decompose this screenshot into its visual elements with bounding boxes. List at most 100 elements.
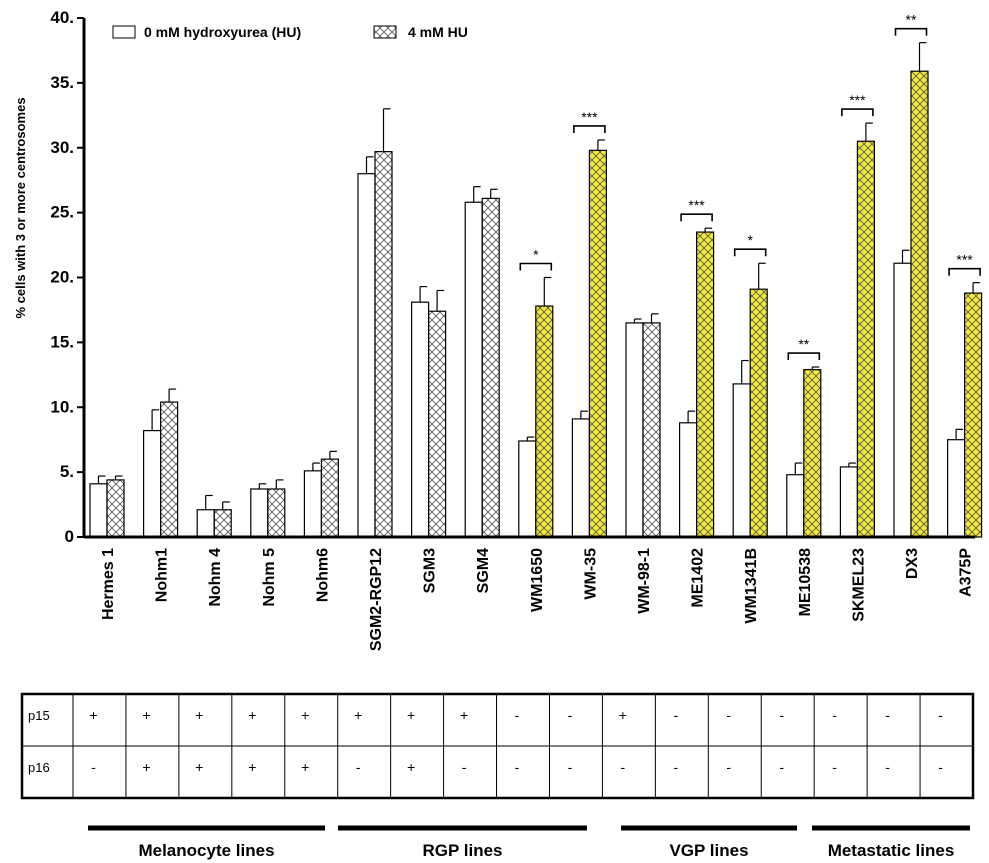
group-label: RGP lines <box>423 841 503 860</box>
group-labels: Melanocyte lines RGP lines VGP lines Metast… <box>88 825 970 860</box>
table-cell: + <box>301 759 309 775</box>
table-cell: - <box>885 707 890 723</box>
table-cell: + <box>89 707 97 723</box>
category-label: WM-35 <box>582 548 599 600</box>
category-label: WM1650 <box>529 548 546 612</box>
legend-swatch-4mm <box>373 25 397 39</box>
y-tick-label: 30. <box>50 138 74 157</box>
marker-table: p15 + + + + + + + + - - + - - - - - - p16 - + + + + - + - - - - - - - - - - <box>20 692 975 800</box>
bar-0mm-hu <box>89 483 108 538</box>
significance-stars: * <box>533 247 539 263</box>
bar-4mm-hu <box>910 70 929 538</box>
y-tick-label: 20. <box>50 268 74 287</box>
bar-4mm-hu <box>803 369 822 538</box>
significance-bracket <box>680 213 713 222</box>
bar-4mm-hu <box>320 458 339 538</box>
y-tick-label: 0 <box>65 527 74 546</box>
bar-4mm-hu <box>428 310 447 538</box>
table-cell: - <box>938 707 943 723</box>
category-label: Nohm 4 <box>207 548 224 607</box>
significance-bracket <box>573 125 606 133</box>
table-cell: - <box>938 759 943 775</box>
bar-4mm-hu <box>642 322 661 538</box>
table-cell: + <box>195 759 203 775</box>
bar-0mm-hu <box>786 474 805 538</box>
table-row-label: p15 <box>28 708 50 723</box>
table-cell: - <box>832 707 837 723</box>
category-label: Hermes 1 <box>100 548 117 620</box>
significance-bracket <box>948 267 981 276</box>
bar-0mm-hu <box>678 422 698 538</box>
category-label: ME10538 <box>797 548 814 617</box>
group-label: Metastatic lines <box>828 841 955 860</box>
table-cell: + <box>142 759 150 775</box>
category-label: WM-98-1 <box>636 548 653 614</box>
bar-4mm-hu <box>267 488 286 538</box>
bar-4mm-hu <box>481 197 500 538</box>
significance-stars: ** <box>906 12 917 28</box>
y-tick-label: 5. <box>60 462 74 481</box>
bar-4mm-hu <box>695 231 715 538</box>
significance-bracket <box>894 27 928 36</box>
legend-label-0mm: 0 mM hydroxyurea (HU) <box>144 24 301 40</box>
y-axis-title: % cells with 3 or more centrosomes <box>13 97 28 318</box>
significance-bracket <box>519 262 553 271</box>
table-cell: - <box>726 759 731 775</box>
bar-0mm-hu <box>518 440 537 538</box>
bar-0mm-hu <box>732 383 751 538</box>
table-cell: + <box>460 707 468 723</box>
table-cell: - <box>568 759 573 775</box>
y-tick-label: 25. <box>50 203 74 222</box>
bar-4mm-hu <box>106 479 125 538</box>
bar-4mm-hu <box>963 292 983 538</box>
table-cell: + <box>407 707 415 723</box>
table-cell: - <box>515 759 520 775</box>
table-cell: - <box>621 759 626 775</box>
bar-0mm-hu <box>946 439 966 538</box>
table-cell: - <box>885 759 890 775</box>
y-tick-label: 15. <box>50 332 74 351</box>
significance-stars: *** <box>956 252 973 268</box>
significance-stars: * <box>747 232 753 248</box>
bar-4mm-hu <box>856 140 876 538</box>
plot-area: 0 5. 10. 15. 20. 25. 30. 35. 40. Hermes 1 Nohm1 Noh… <box>50 8 983 651</box>
table-cell: - <box>515 707 520 723</box>
y-tick-label: 10. <box>50 397 74 416</box>
bar-0mm-hu <box>893 262 912 538</box>
category-label: Nohm 5 <box>261 548 278 607</box>
legend-swatch-0mm <box>112 25 136 39</box>
bar-0mm-hu <box>839 466 859 538</box>
category-label: SKMEL23 <box>850 548 867 622</box>
category-label: DX3 <box>904 548 921 579</box>
table-cell: - <box>832 759 837 775</box>
table-cell: - <box>726 707 731 723</box>
bar-0mm-hu <box>464 201 483 538</box>
table-cell: + <box>142 707 150 723</box>
bar-0mm-hu <box>411 301 430 538</box>
bar-4mm-hu <box>374 151 393 538</box>
bar-0mm-hu <box>571 418 591 538</box>
group-label: Melanocyte lines <box>138 841 274 860</box>
bar-0mm-hu <box>250 488 269 538</box>
bar-0mm-hu <box>303 470 322 538</box>
significance-bracket <box>733 248 767 257</box>
table-cell: + <box>248 707 256 723</box>
bar-4mm-hu <box>160 401 179 538</box>
table-cell: - <box>568 707 573 723</box>
significance-bracket <box>787 352 821 361</box>
bar-0mm-hu <box>625 322 644 538</box>
bar-4mm-hu <box>588 149 608 538</box>
bar-0mm-hu <box>143 430 162 538</box>
category-label: SGM2-RGP12 <box>368 548 385 651</box>
table-cell: + <box>354 707 362 723</box>
significance-stars: *** <box>688 197 705 213</box>
category-label: SGM3 <box>422 548 439 593</box>
y-tick-label: 35. <box>50 73 74 92</box>
table-cell: + <box>195 707 203 723</box>
significance-stars: ** <box>798 336 809 352</box>
significance-stars: *** <box>581 109 598 125</box>
significance-bracket <box>841 108 874 117</box>
table-cell: - <box>462 759 467 775</box>
category-label: SGM4 <box>475 548 492 593</box>
